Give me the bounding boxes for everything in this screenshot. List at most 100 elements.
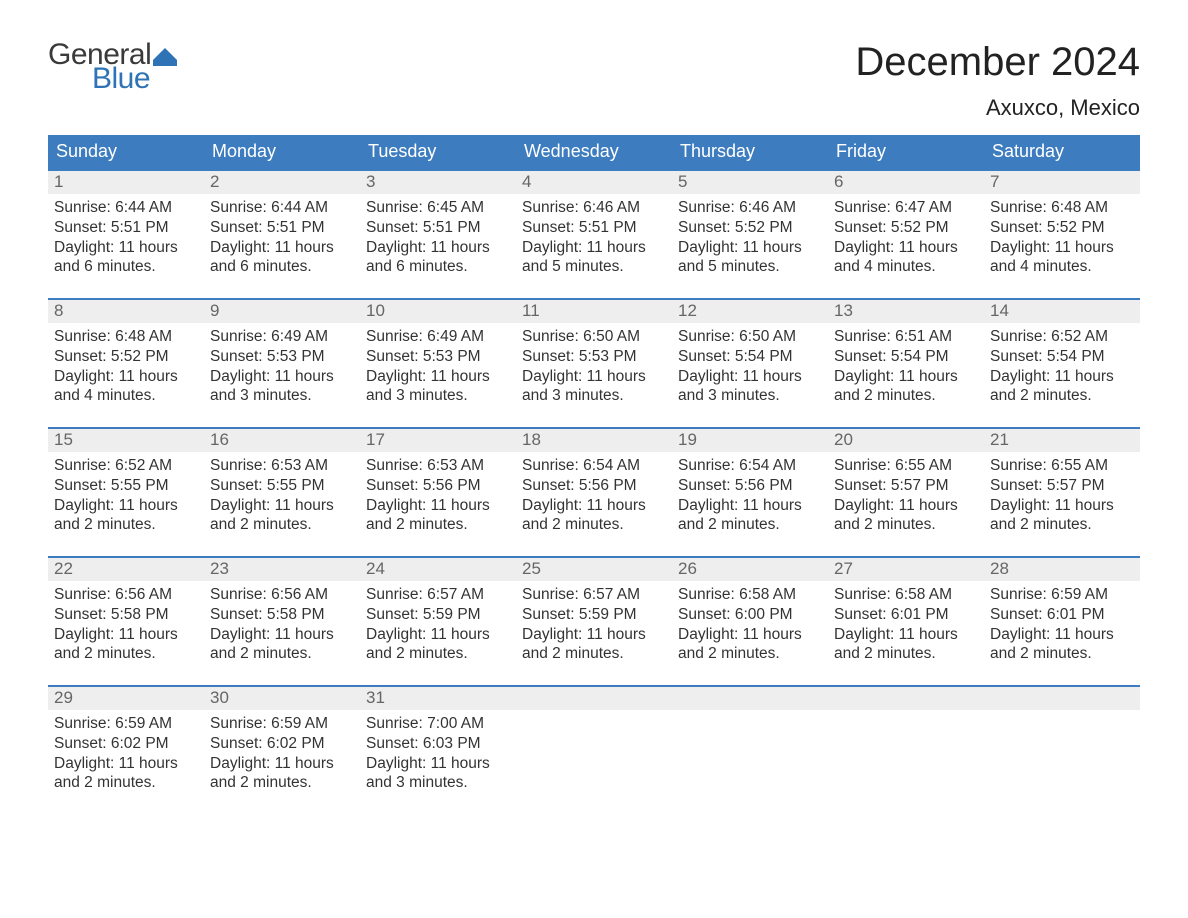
sunset-text: Sunset: 5:55 PM	[210, 476, 354, 496]
sunset-text: Sunset: 5:54 PM	[678, 347, 822, 367]
weekday-header: Wednesday	[516, 135, 672, 169]
daylight-text-line2: and 2 minutes.	[54, 644, 198, 664]
daylight-text-line1: Daylight: 11 hours	[522, 625, 666, 645]
day-cell: Sunrise: 7:00 AMSunset: 6:03 PMDaylight:…	[360, 710, 516, 802]
sunset-text: Sunset: 5:52 PM	[834, 218, 978, 238]
daylight-text-line2: and 2 minutes.	[522, 515, 666, 535]
sunset-text: Sunset: 5:54 PM	[834, 347, 978, 367]
day-cell: Sunrise: 6:48 AMSunset: 5:52 PMDaylight:…	[984, 194, 1140, 286]
daylight-text-line2: and 2 minutes.	[210, 644, 354, 664]
day-number: 1	[48, 171, 204, 194]
day-number: 12	[672, 300, 828, 323]
daylight-text-line1: Daylight: 11 hours	[210, 625, 354, 645]
day-cell	[828, 710, 984, 802]
day-cell: Sunrise: 6:53 AMSunset: 5:56 PMDaylight:…	[360, 452, 516, 544]
sunrise-text: Sunrise: 6:50 AM	[678, 327, 822, 347]
sunrise-text: Sunrise: 6:57 AM	[522, 585, 666, 605]
daylight-text-line2: and 2 minutes.	[366, 644, 510, 664]
sunset-text: Sunset: 5:57 PM	[834, 476, 978, 496]
daylight-text-line2: and 6 minutes.	[210, 257, 354, 277]
day-number: 13	[828, 300, 984, 323]
sunrise-text: Sunrise: 6:55 AM	[990, 456, 1134, 476]
daylight-text-line2: and 2 minutes.	[54, 773, 198, 793]
day-number: 23	[204, 558, 360, 581]
sunrise-text: Sunrise: 6:46 AM	[678, 198, 822, 218]
daylight-text-line2: and 2 minutes.	[990, 386, 1134, 406]
daylight-text-line1: Daylight: 11 hours	[366, 754, 510, 774]
sunset-text: Sunset: 5:52 PM	[990, 218, 1134, 238]
sunrise-text: Sunrise: 6:52 AM	[990, 327, 1134, 347]
day-cell: Sunrise: 6:58 AMSunset: 6:01 PMDaylight:…	[828, 581, 984, 673]
sunset-text: Sunset: 5:58 PM	[210, 605, 354, 625]
sunset-text: Sunset: 6:00 PM	[678, 605, 822, 625]
day-cell: Sunrise: 6:53 AMSunset: 5:55 PMDaylight:…	[204, 452, 360, 544]
daylight-text-line2: and 4 minutes.	[990, 257, 1134, 277]
daynum-strip: 15161718192021	[48, 429, 1140, 452]
day-number: 28	[984, 558, 1140, 581]
daylight-text-line2: and 2 minutes.	[210, 773, 354, 793]
daylight-text-line1: Daylight: 11 hours	[522, 496, 666, 516]
day-cell: Sunrise: 6:46 AMSunset: 5:52 PMDaylight:…	[672, 194, 828, 286]
weekday-header: Tuesday	[360, 135, 516, 169]
brand-flag-icon	[153, 46, 177, 66]
day-number: 29	[48, 687, 204, 710]
week-row: 15161718192021Sunrise: 6:52 AMSunset: 5:…	[48, 427, 1140, 544]
daynum-strip: 293031....	[48, 687, 1140, 710]
daylight-text-line2: and 3 minutes.	[678, 386, 822, 406]
day-cell: Sunrise: 6:59 AMSunset: 6:02 PMDaylight:…	[204, 710, 360, 802]
day-number: 2	[204, 171, 360, 194]
sunrise-text: Sunrise: 6:44 AM	[54, 198, 198, 218]
sunset-text: Sunset: 5:53 PM	[210, 347, 354, 367]
week-row: 293031....Sunrise: 6:59 AMSunset: 6:02 P…	[48, 685, 1140, 802]
daylight-text-line2: and 3 minutes.	[210, 386, 354, 406]
sunset-text: Sunset: 6:01 PM	[990, 605, 1134, 625]
sunrise-text: Sunrise: 6:50 AM	[522, 327, 666, 347]
daylight-text-line1: Daylight: 11 hours	[678, 238, 822, 258]
day-cell: Sunrise: 6:58 AMSunset: 6:00 PMDaylight:…	[672, 581, 828, 673]
daylight-text-line2: and 2 minutes.	[834, 515, 978, 535]
sunrise-text: Sunrise: 6:51 AM	[834, 327, 978, 347]
sunrise-text: Sunrise: 6:54 AM	[678, 456, 822, 476]
daylight-text-line2: and 2 minutes.	[366, 515, 510, 535]
daylight-text-line2: and 5 minutes.	[678, 257, 822, 277]
day-cell: Sunrise: 6:48 AMSunset: 5:52 PMDaylight:…	[48, 323, 204, 415]
daylight-text-line1: Daylight: 11 hours	[522, 238, 666, 258]
day-cell: Sunrise: 6:59 AMSunset: 6:01 PMDaylight:…	[984, 581, 1140, 673]
day-number: 30	[204, 687, 360, 710]
sunrise-text: Sunrise: 6:54 AM	[522, 456, 666, 476]
sunrise-text: Sunrise: 6:48 AM	[990, 198, 1134, 218]
day-cell: Sunrise: 6:45 AMSunset: 5:51 PMDaylight:…	[360, 194, 516, 286]
daylight-text-line1: Daylight: 11 hours	[990, 238, 1134, 258]
daylight-text-line2: and 2 minutes.	[990, 644, 1134, 664]
sunset-text: Sunset: 5:52 PM	[678, 218, 822, 238]
daylight-text-line2: and 6 minutes.	[366, 257, 510, 277]
daylight-text-line2: and 3 minutes.	[522, 386, 666, 406]
daylight-text-line2: and 4 minutes.	[54, 386, 198, 406]
day-cell: Sunrise: 6:52 AMSunset: 5:55 PMDaylight:…	[48, 452, 204, 544]
daylight-text-line1: Daylight: 11 hours	[990, 625, 1134, 645]
week-row: 22232425262728Sunrise: 6:56 AMSunset: 5:…	[48, 556, 1140, 673]
day-number: 24	[360, 558, 516, 581]
sunrise-text: Sunrise: 6:55 AM	[834, 456, 978, 476]
sunrise-text: Sunrise: 6:48 AM	[54, 327, 198, 347]
location-label: Axuxco, Mexico	[855, 95, 1140, 121]
daylight-text-line1: Daylight: 11 hours	[366, 367, 510, 387]
sunset-text: Sunset: 5:56 PM	[366, 476, 510, 496]
sunrise-text: Sunrise: 6:57 AM	[366, 585, 510, 605]
weekday-header: Thursday	[672, 135, 828, 169]
sunrise-text: Sunrise: 6:45 AM	[366, 198, 510, 218]
daylight-text-line1: Daylight: 11 hours	[834, 496, 978, 516]
sunset-text: Sunset: 5:59 PM	[366, 605, 510, 625]
daylight-text-line2: and 2 minutes.	[834, 644, 978, 664]
day-cell: Sunrise: 6:57 AMSunset: 5:59 PMDaylight:…	[516, 581, 672, 673]
day-cell: Sunrise: 6:59 AMSunset: 6:02 PMDaylight:…	[48, 710, 204, 802]
day-cell: Sunrise: 6:56 AMSunset: 5:58 PMDaylight:…	[48, 581, 204, 673]
sunrise-text: Sunrise: 7:00 AM	[366, 714, 510, 734]
daylight-text-line1: Daylight: 11 hours	[54, 496, 198, 516]
day-number: 25	[516, 558, 672, 581]
sunrise-text: Sunrise: 6:47 AM	[834, 198, 978, 218]
sunrise-text: Sunrise: 6:58 AM	[834, 585, 978, 605]
day-number: 17	[360, 429, 516, 452]
sunrise-text: Sunrise: 6:59 AM	[210, 714, 354, 734]
sunrise-text: Sunrise: 6:49 AM	[366, 327, 510, 347]
